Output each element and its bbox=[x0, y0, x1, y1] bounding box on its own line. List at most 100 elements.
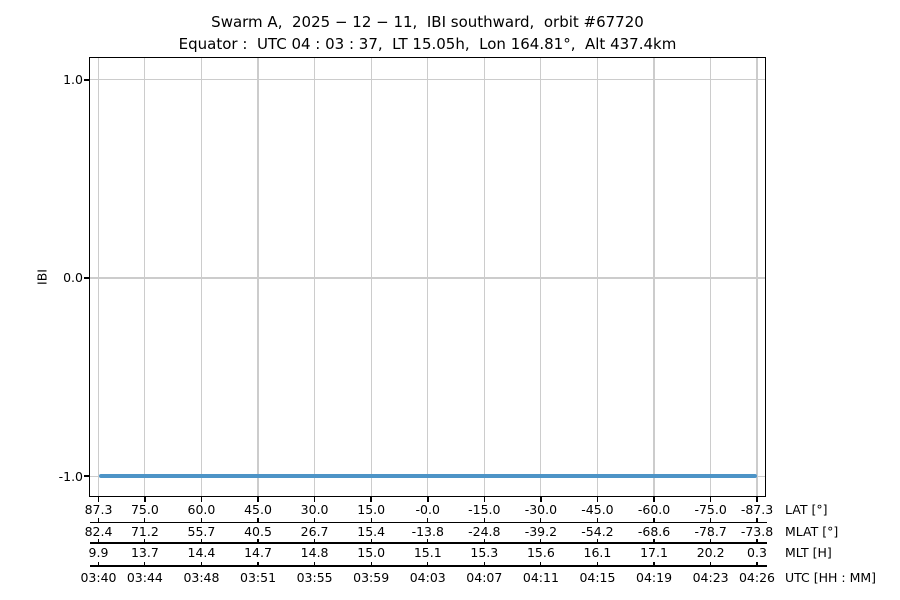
x-tick-mark bbox=[596, 518, 599, 523]
x-tick-mark bbox=[200, 561, 203, 566]
x-tick-mark bbox=[427, 518, 429, 523]
x-tick-mark bbox=[756, 518, 758, 523]
x-tick-label: 15.0 bbox=[357, 502, 386, 517]
x-tick-label: 14.7 bbox=[244, 544, 272, 560]
x-tick-mark bbox=[653, 518, 655, 523]
x-tick-mark bbox=[483, 561, 485, 566]
x-tick-mark bbox=[710, 518, 712, 523]
x-tick-mark bbox=[653, 497, 655, 502]
x-tick-label: 82.4 bbox=[84, 524, 113, 539]
x-tick-mark bbox=[540, 497, 542, 502]
x-tick-label: 03:44 bbox=[126, 569, 163, 585]
x-tick-label: 14.4 bbox=[187, 544, 216, 560]
gridline-vertical bbox=[144, 58, 146, 496]
x-tick-mark bbox=[97, 538, 100, 543]
x-tick-mark bbox=[653, 561, 655, 566]
x-tick-mark bbox=[200, 538, 203, 543]
x-tick-mark bbox=[709, 497, 712, 502]
x-tick-label: 14.8 bbox=[300, 544, 329, 560]
gridline-vertical bbox=[756, 58, 758, 496]
x-tick-label: -75.0 bbox=[694, 502, 727, 517]
x-tick-mark bbox=[97, 518, 100, 523]
x-tick-mark bbox=[540, 518, 542, 523]
x-tick-mark bbox=[756, 497, 758, 502]
y-tick-mark bbox=[84, 79, 90, 81]
gridline-vertical bbox=[370, 58, 372, 496]
x-tick-mark bbox=[756, 538, 758, 543]
x-tick-label: 15.3 bbox=[470, 544, 499, 560]
x-tick-label: 04:11 bbox=[522, 569, 559, 585]
x-tick-mark bbox=[483, 497, 486, 502]
x-tick-label: 13.7 bbox=[130, 544, 159, 560]
x-tick-mark bbox=[596, 497, 599, 502]
x-tick-mark bbox=[653, 538, 655, 543]
x-tick-mark bbox=[370, 518, 372, 523]
x-tick-label: 15.6 bbox=[526, 544, 555, 560]
gridline-vertical bbox=[483, 58, 485, 496]
x-tick-label: 30.0 bbox=[300, 502, 329, 517]
x-tick-label: 03:40 bbox=[80, 569, 117, 585]
x-tick-mark bbox=[427, 561, 429, 566]
gridline-horizontal bbox=[90, 79, 765, 81]
x-tick-label: -54.2 bbox=[581, 524, 614, 539]
x-tick-label: 87.3 bbox=[84, 502, 113, 517]
gridline-vertical bbox=[200, 58, 203, 496]
x-tick-label: -24.8 bbox=[468, 524, 501, 539]
x-tick-label: 17.1 bbox=[640, 544, 668, 560]
x-tick-label: -39.2 bbox=[524, 524, 558, 539]
x-tick-mark bbox=[427, 538, 429, 543]
x-tick-mark bbox=[144, 538, 146, 543]
x-axis-row-label: UTC [HH : MM] bbox=[785, 569, 877, 585]
x-tick-label: 15.0 bbox=[357, 544, 386, 560]
x-tick-mark bbox=[427, 497, 429, 502]
x-tick-mark bbox=[257, 518, 259, 523]
x-tick-label: -13.8 bbox=[411, 524, 444, 539]
chart-subtitle: Equator : UTC 04 : 03 : 37, LT 15.05h, L… bbox=[178, 35, 677, 53]
x-tick-label: -73.8 bbox=[740, 524, 774, 539]
x-tick-label: -0.0 bbox=[415, 502, 440, 517]
x-tick-mark bbox=[144, 497, 146, 502]
y-tick-label: 1.0 bbox=[63, 72, 83, 88]
x-tick-mark bbox=[710, 561, 712, 566]
x-tick-label: -15.0 bbox=[468, 502, 501, 517]
x-tick-mark bbox=[200, 497, 203, 502]
gridline-vertical bbox=[97, 58, 100, 496]
x-axis-spine bbox=[89, 521, 767, 524]
x-tick-mark bbox=[314, 518, 316, 523]
y-tick-mark bbox=[84, 277, 90, 279]
x-tick-mark bbox=[257, 538, 259, 543]
x-axis-row-label: MLT [H] bbox=[785, 544, 832, 560]
x-tick-mark bbox=[596, 561, 599, 566]
x-tick-mark bbox=[483, 538, 485, 543]
x-tick-label: 04:07 bbox=[466, 569, 503, 585]
gridline-vertical bbox=[540, 58, 542, 496]
x-tick-mark bbox=[756, 561, 758, 566]
x-tick-label: -68.6 bbox=[637, 524, 671, 539]
chart-title: Swarm A, 2025 − 12 − 11, IBI southward, … bbox=[211, 13, 644, 31]
gridline-vertical bbox=[427, 58, 429, 496]
gridline-vertical bbox=[710, 58, 712, 496]
x-tick-mark bbox=[314, 561, 316, 566]
gridline-vertical bbox=[596, 58, 599, 496]
x-tick-label: -78.7 bbox=[694, 524, 727, 539]
x-tick-label: 04:26 bbox=[738, 569, 776, 585]
x-tick-mark bbox=[97, 497, 100, 502]
gridline-vertical bbox=[257, 58, 259, 496]
x-axis-spine bbox=[89, 565, 767, 567]
x-tick-mark bbox=[144, 518, 146, 523]
x-tick-label: 04:23 bbox=[692, 569, 729, 585]
x-tick-label: -30.0 bbox=[524, 502, 558, 517]
x-axis-row-label: LAT [°] bbox=[785, 502, 828, 517]
gridline-vertical bbox=[653, 58, 655, 496]
x-tick-mark bbox=[710, 538, 712, 543]
x-tick-label: 04:19 bbox=[636, 569, 673, 585]
gridline-horizontal bbox=[90, 277, 765, 279]
x-tick-mark bbox=[200, 518, 203, 523]
x-tick-label: 20.2 bbox=[696, 544, 725, 560]
y-tick-label: 0.0 bbox=[63, 270, 83, 286]
x-tick-label: 55.7 bbox=[187, 524, 216, 539]
y-tick-label: -1.0 bbox=[58, 468, 83, 484]
x-axis-row-label: MLAT [°] bbox=[785, 524, 839, 539]
x-tick-label: 15.1 bbox=[413, 544, 442, 560]
x-tick-mark bbox=[97, 561, 100, 566]
